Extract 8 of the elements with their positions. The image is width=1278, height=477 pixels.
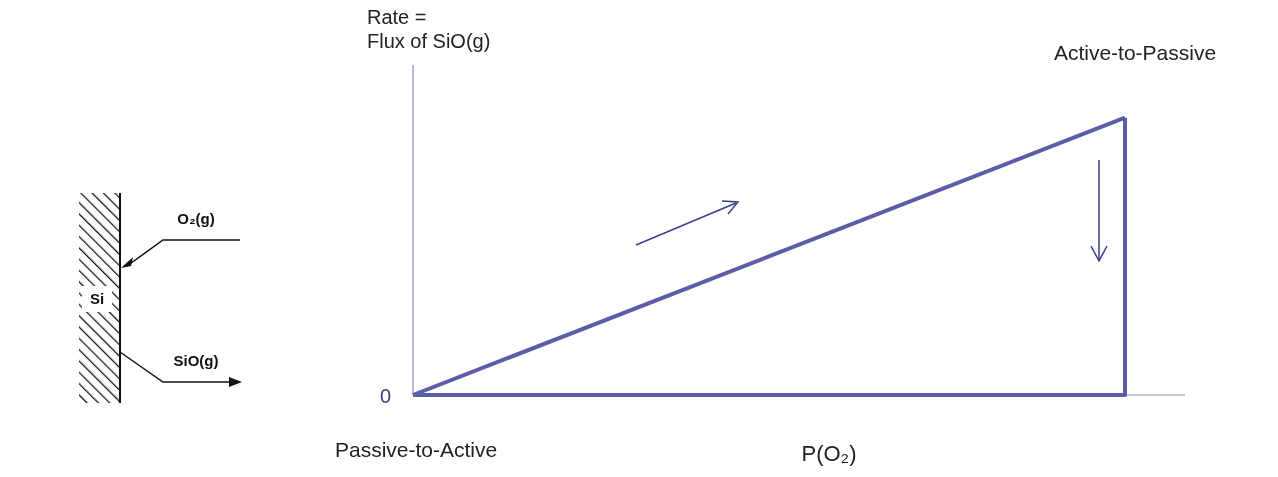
annotation: SiO(g) — [173, 352, 219, 369]
y-axis-title: Rate = Flux of SiO(g) — [367, 6, 491, 52]
annotation: 0 — [379, 385, 391, 407]
annotation: O₂(g) — [177, 210, 215, 227]
text: Passive-to-Active — [335, 438, 498, 461]
annotation: Si — [89, 290, 105, 307]
x-axis-title: P(O₂) — [801, 441, 857, 466]
text: Active-to-Passive — [1053, 41, 1217, 64]
